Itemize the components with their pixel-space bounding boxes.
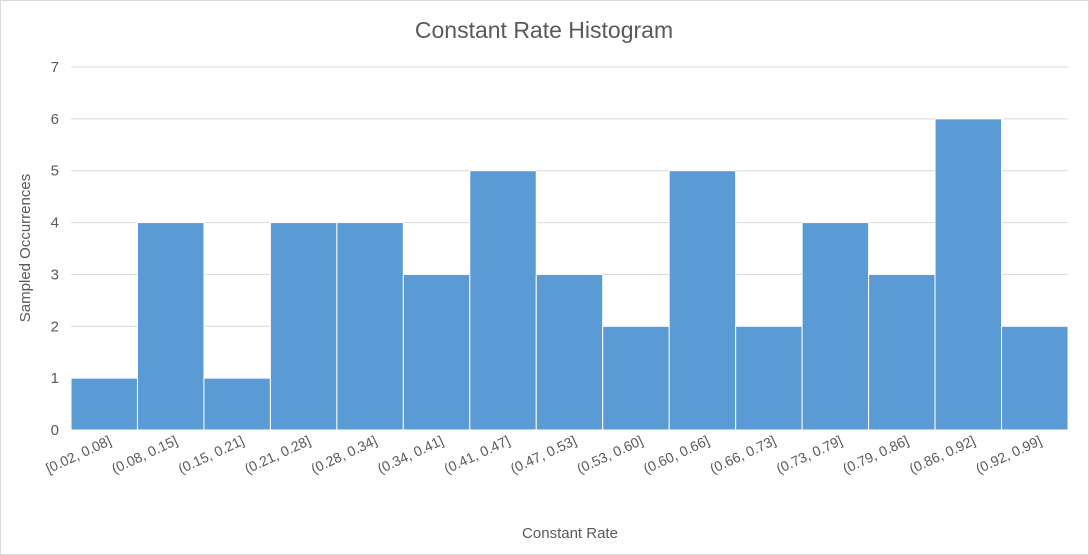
bar-1 xyxy=(136,222,205,431)
x-tick-label-6: (0.41, 0.47] xyxy=(441,432,512,476)
x-tick-label-9: (0.60, 0.66] xyxy=(641,432,712,476)
x-tick-label-12: (0.79, 0.86] xyxy=(840,432,911,476)
x-tick-label-1: (0.08, 0.15] xyxy=(109,432,180,476)
bar-12 xyxy=(868,273,936,431)
bar-11 xyxy=(801,222,870,431)
bar-8 xyxy=(602,325,670,431)
x-tick-label-2: (0.15, 0.21] xyxy=(175,432,246,476)
x-tick-label-8: (0.53, 0.60] xyxy=(574,432,645,476)
x-tick-label-3: (0.21, 0.28] xyxy=(242,432,313,476)
x-tick-label-13: (0.86, 0.92] xyxy=(907,432,978,476)
bar-2 xyxy=(203,377,271,431)
bar-3 xyxy=(269,222,338,431)
y-tick-label-5: 5 xyxy=(51,163,59,180)
bar-13 xyxy=(934,118,1003,431)
y-axis-title: Sampled Occurrences xyxy=(17,174,34,322)
x-tick-label-11: (0.73, 0.79] xyxy=(774,432,845,476)
bar-7 xyxy=(535,273,604,431)
x-axis-ticks: [0.02, 0.08](0.08, 0.15](0.15, 0.21](0.2… xyxy=(43,432,1044,476)
y-tick-label-3: 3 xyxy=(51,266,59,283)
x-tick-label-14: (0.92, 0.99] xyxy=(973,432,1044,476)
y-tick-label-6: 6 xyxy=(51,111,59,128)
x-tick-label-5: (0.34, 0.41] xyxy=(375,432,446,476)
y-tick-label-0: 0 xyxy=(51,422,59,439)
y-tick-label-7: 7 xyxy=(51,59,59,76)
bar-10 xyxy=(735,325,803,431)
x-tick-label-10: (0.66, 0.73] xyxy=(707,432,778,476)
bar-4 xyxy=(336,222,404,431)
x-tick-label-7: (0.47, 0.53] xyxy=(508,432,579,476)
chart-title: Constant Rate Histogram xyxy=(415,17,673,43)
bar-6 xyxy=(469,170,537,431)
y-tick-label-1: 1 xyxy=(51,370,59,387)
x-axis-title: Constant Rate xyxy=(522,525,618,542)
bars xyxy=(70,118,1069,431)
bar-5 xyxy=(402,273,471,431)
bar-9 xyxy=(668,170,737,431)
x-tick-label-4: (0.28, 0.34] xyxy=(308,432,379,476)
bar-14 xyxy=(1001,325,1069,431)
y-tick-label-4: 4 xyxy=(51,215,59,232)
bar-0 xyxy=(70,377,138,431)
y-axis-ticks: 0 1 2 3 4 5 6 7 xyxy=(51,59,59,439)
y-tick-label-2: 2 xyxy=(51,318,59,335)
